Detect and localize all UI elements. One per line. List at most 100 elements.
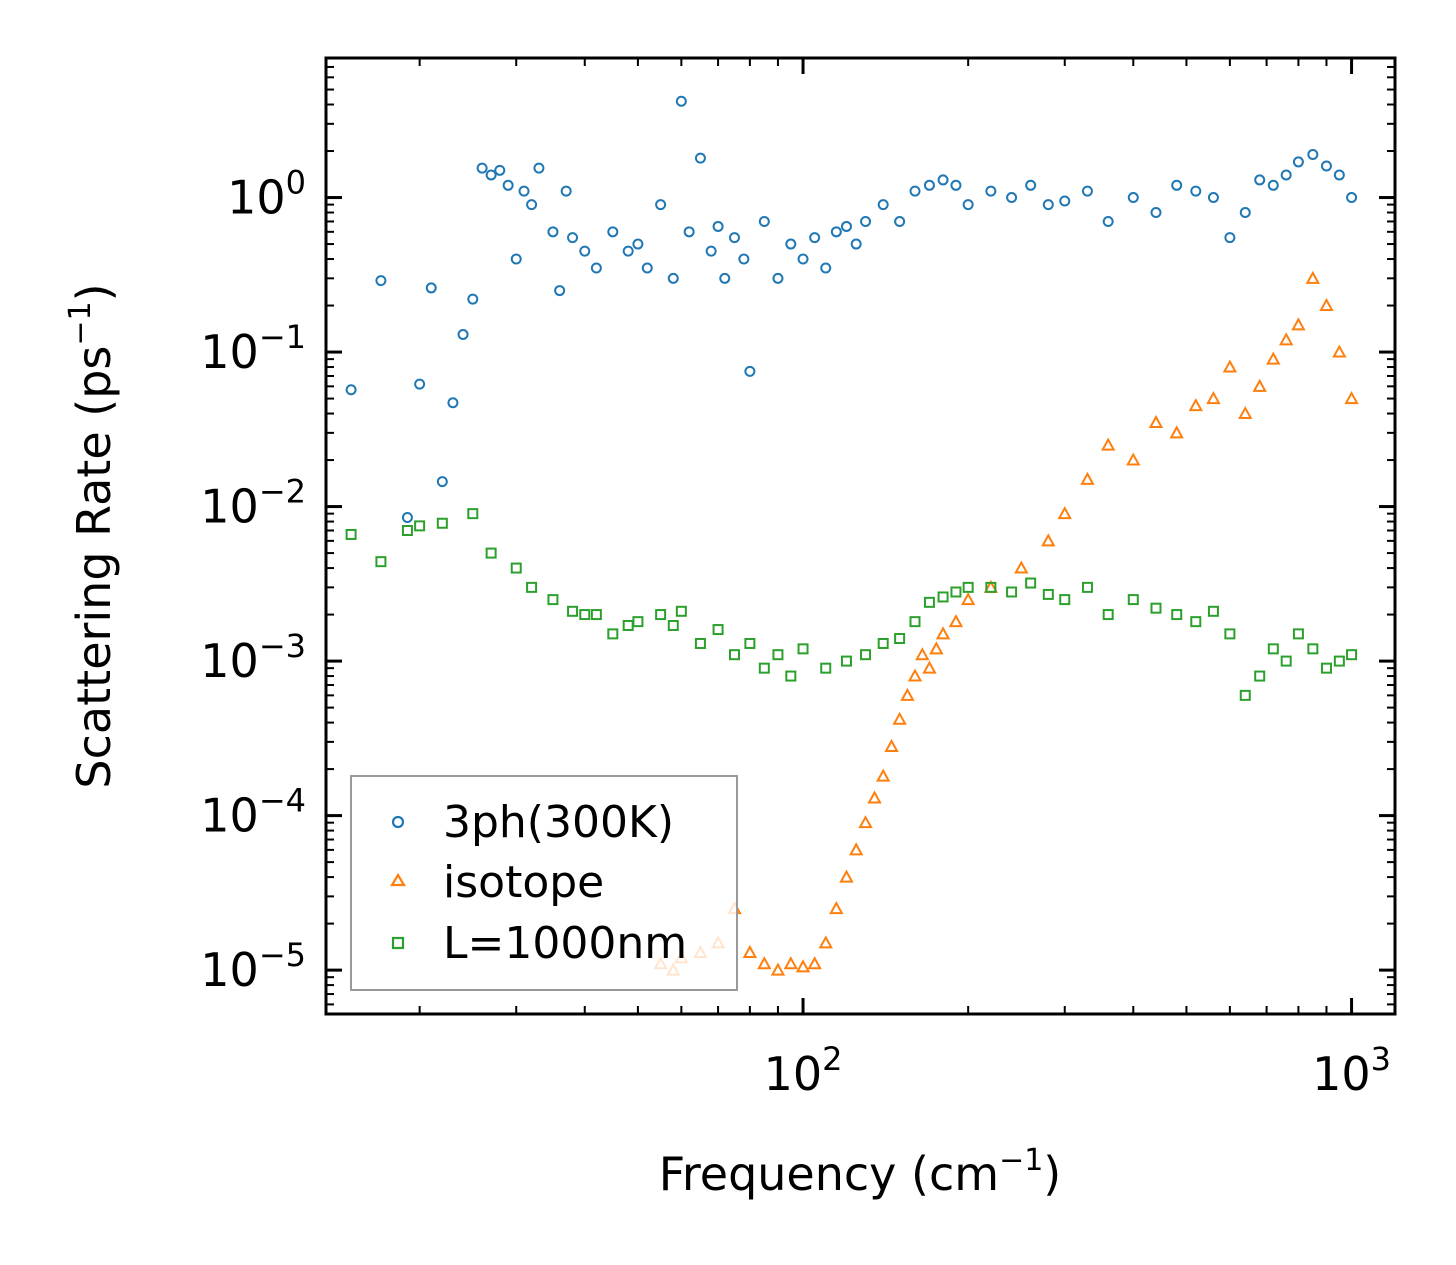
data-point: [554, 285, 566, 297]
data-point: [758, 215, 770, 227]
data-point: [694, 152, 706, 164]
data-point: [1148, 414, 1164, 429]
series-layer: [345, 95, 1359, 976]
data-point: [894, 215, 906, 227]
data-point: [937, 174, 949, 186]
data-point: [744, 365, 756, 377]
data-point: [1169, 425, 1184, 439]
data-point: [1291, 317, 1306, 331]
data-point: [1222, 359, 1238, 373]
data-point: [1267, 643, 1279, 655]
data-point: [467, 508, 479, 520]
data-point: [937, 591, 949, 603]
data-point: [757, 956, 772, 970]
data-point: [1127, 594, 1139, 606]
data-point: [533, 162, 545, 174]
data-point: [1280, 655, 1292, 667]
data-point: [1081, 581, 1093, 593]
data-point: [1252, 378, 1267, 392]
data-point: [1006, 192, 1018, 204]
data-point: [436, 517, 448, 529]
data-point: [1206, 390, 1221, 405]
data-point: [830, 226, 842, 238]
data-point: [1239, 207, 1251, 219]
data-point: [1100, 437, 1116, 451]
data-point: [876, 768, 891, 782]
data-point: [1239, 689, 1251, 701]
tick-layer: 102 103 100 10−1 10−2 10−3 10−4 10−5: [200, 57, 1395, 1101]
data-point: [839, 869, 854, 883]
data-point: [785, 670, 797, 682]
data-point: [1207, 192, 1219, 204]
data-point: [907, 668, 923, 682]
data-point: [909, 616, 921, 628]
x-tick-label: 102: [764, 1040, 843, 1101]
data-point: [476, 162, 488, 174]
data-point: [772, 272, 784, 284]
data-point: [909, 185, 921, 197]
data-point: [962, 581, 974, 593]
data-point: [1292, 156, 1304, 168]
data-point: [742, 944, 758, 959]
data-point: [675, 605, 687, 617]
data-point: [1319, 297, 1334, 312]
data-point: [860, 649, 872, 661]
data-point: [783, 956, 799, 970]
data-point: [892, 711, 907, 725]
y-tick-label: 100: [227, 164, 306, 225]
data-point: [675, 95, 687, 107]
y-tick-label: 10−1: [200, 318, 306, 379]
data-point: [579, 609, 591, 621]
data-point: [1171, 179, 1183, 191]
legend-marker-3ph: [391, 815, 405, 829]
data-point: [1266, 351, 1281, 365]
data-point: [590, 262, 602, 274]
data-point: [1025, 577, 1037, 589]
data-point: [345, 384, 357, 396]
legend-label-isotope: isotope: [443, 857, 604, 908]
data-point: [795, 959, 811, 973]
data-point: [1042, 199, 1054, 211]
data-point: [1267, 179, 1279, 191]
data-point: [818, 935, 833, 949]
legend-marker-l1000nm: [391, 936, 405, 950]
data-point: [622, 245, 634, 257]
data-point: [667, 619, 679, 631]
data-point: [820, 662, 832, 674]
data-point: [962, 199, 974, 211]
data-point: [1025, 179, 1037, 191]
y-axis-label: Scattering Rate (ps−1): [63, 283, 121, 788]
data-point: [1280, 169, 1292, 181]
data-point: [712, 220, 724, 232]
data-point: [1292, 628, 1304, 640]
series-3ph-300k-: [345, 95, 1358, 523]
x-axis-label: Frequency (cm−1): [659, 1143, 1062, 1201]
data-point: [1254, 670, 1266, 682]
data-point: [1171, 609, 1183, 621]
data-point: [744, 637, 756, 649]
data-point: [1014, 560, 1029, 574]
data-point: [414, 520, 426, 532]
data-point: [849, 842, 864, 856]
data-point: [401, 525, 413, 537]
data-point: [935, 626, 951, 640]
data-point: [729, 232, 741, 244]
data-point: [502, 179, 514, 191]
data-point: [655, 609, 667, 621]
data-point: [485, 547, 497, 559]
data-point: [526, 199, 538, 211]
data-point: [1346, 192, 1358, 204]
data-point: [1127, 192, 1139, 204]
data-point: [860, 215, 872, 227]
data-point: [510, 253, 522, 265]
data-point: [567, 605, 579, 617]
data-point: [590, 609, 602, 621]
data-point: [877, 199, 889, 211]
data-point: [950, 179, 962, 191]
data-point: [632, 238, 644, 250]
data-point: [510, 562, 522, 574]
data-point: [1320, 160, 1332, 172]
data-point: [1188, 398, 1203, 412]
data-point: [1224, 232, 1236, 244]
